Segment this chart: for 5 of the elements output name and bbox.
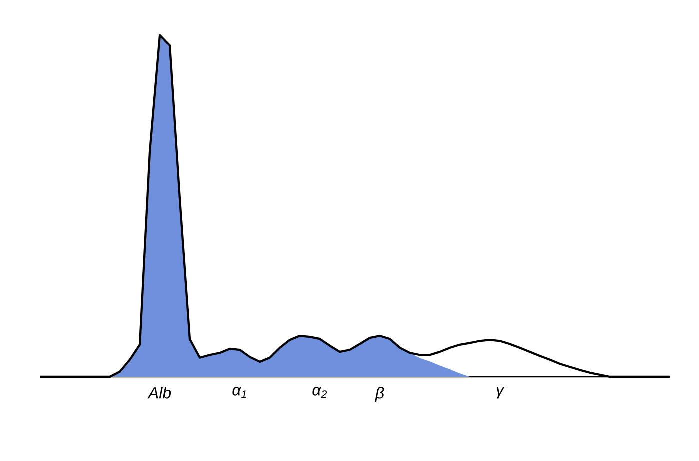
x-tick-label: α$_{2}$ [312, 387, 328, 398]
x-tick-label: α$_{1}$ [232, 387, 246, 398]
x-tick-label: Alb [148, 387, 172, 399]
x-tick-label: γ [496, 387, 505, 399]
x-tick-label: β [375, 387, 384, 402]
